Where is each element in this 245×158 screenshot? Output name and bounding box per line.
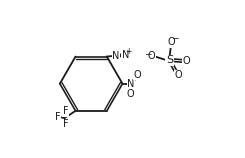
Text: F: F <box>62 106 68 116</box>
Text: −: − <box>144 49 151 58</box>
Text: O: O <box>148 51 155 61</box>
Text: F: F <box>62 119 68 129</box>
Text: O: O <box>127 89 135 99</box>
Text: −: − <box>171 33 178 42</box>
Text: O: O <box>174 70 182 80</box>
Text: N: N <box>122 50 129 60</box>
Text: O: O <box>182 56 190 66</box>
Text: O: O <box>133 70 141 80</box>
Text: +: + <box>125 47 132 56</box>
Text: F: F <box>55 112 60 122</box>
Text: S: S <box>166 55 173 65</box>
Text: N: N <box>112 51 120 61</box>
Text: O: O <box>167 37 175 47</box>
Text: N: N <box>127 79 135 89</box>
